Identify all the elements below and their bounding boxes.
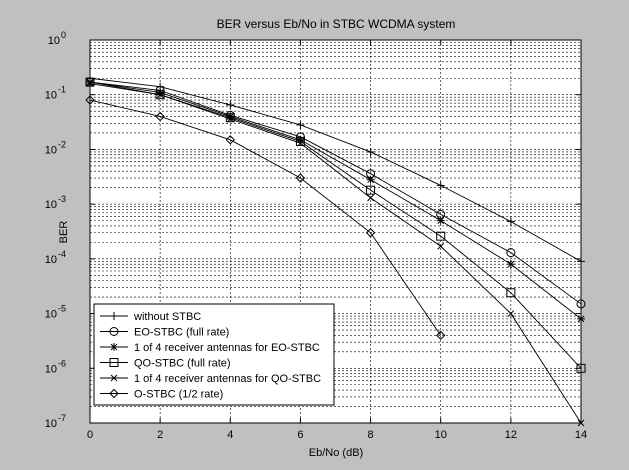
data-point <box>366 185 376 195</box>
data-point <box>156 91 164 99</box>
series-line <box>89 81 582 320</box>
series-line <box>89 99 442 336</box>
x-tick-label: 6 <box>297 429 303 441</box>
legend-marker <box>110 312 118 320</box>
series-line <box>89 83 582 424</box>
data-point <box>436 216 445 225</box>
data-point <box>576 363 586 373</box>
data-point <box>506 260 515 269</box>
x-tick-label: 4 <box>227 429 233 441</box>
data-point <box>577 257 585 266</box>
series-4 <box>86 80 585 427</box>
legend-item: QO-STBC (full rate) <box>100 358 231 370</box>
data-point <box>367 194 374 202</box>
legend-marker <box>110 343 118 351</box>
legend-marker <box>110 374 118 382</box>
series-layer <box>85 74 586 427</box>
x-tick-label: 14 <box>575 429 587 441</box>
data-point <box>506 248 516 258</box>
legend-item: 1 of 4 receiver antennas for QO-STBC <box>100 373 321 385</box>
data-point <box>506 217 515 226</box>
data-point <box>577 314 585 323</box>
data-point <box>296 120 305 129</box>
x-tick-label: 12 <box>505 429 517 441</box>
data-point <box>507 310 515 317</box>
legend: without STBC EO-STBC (full rate) 1 of 4 re… <box>93 303 335 406</box>
data-point <box>366 175 375 184</box>
data-point <box>85 77 95 87</box>
x-axis: 0 2 4 6 8 10 12 14 <box>87 40 587 441</box>
plot-frame <box>89 39 582 424</box>
legend-label: O-STBC (1/2 rate) <box>134 389 223 401</box>
series-5 <box>85 95 446 341</box>
data-point <box>576 299 586 309</box>
series-0 <box>86 74 585 266</box>
data-point <box>436 181 445 190</box>
legend-item: EO-STBC (full rate) <box>100 327 229 339</box>
y-axis-label: BER <box>58 221 70 244</box>
data-point <box>297 139 304 147</box>
x-tick-label: 0 <box>87 429 93 441</box>
data-point <box>437 242 445 250</box>
x-tick-label: 10 <box>435 429 447 441</box>
data-point <box>295 173 306 183</box>
data-point <box>226 100 235 109</box>
x-axis-label: Eb/No (dB) <box>309 447 363 459</box>
legend-marker <box>109 327 119 336</box>
data-point <box>155 90 165 100</box>
data-point <box>436 330 446 341</box>
data-point <box>86 80 94 87</box>
legend-label: 1 of 4 receiver antennas for QO-STBC <box>134 373 321 385</box>
legend-label: QO-STBC (full rate) <box>134 358 231 370</box>
legend-item: 1 of 4 receiver antennas for EO-STBC <box>100 342 320 354</box>
series-line <box>89 81 582 305</box>
data-point <box>226 115 234 123</box>
legend-box <box>93 303 335 406</box>
data-point <box>155 111 165 122</box>
legend-label: EO-STBC (full rate) <box>134 327 229 339</box>
legend-marker <box>109 358 119 367</box>
data-point <box>506 288 516 298</box>
data-point <box>85 95 95 105</box>
data-point <box>436 231 446 241</box>
data-point <box>577 419 585 427</box>
legend-label: without STBC <box>133 311 201 323</box>
x-tick-label: 2 <box>157 429 163 441</box>
legend-marker <box>109 388 119 399</box>
chart-title: BER versus Eb/No in STBC WCDMA system <box>217 17 456 31</box>
data-point <box>225 135 235 145</box>
data-point <box>366 147 375 156</box>
legend-label: 1 of 4 receiver antennas for EO-STBC <box>134 342 320 354</box>
x-tick-label: 8 <box>368 429 374 441</box>
data-point <box>365 228 376 238</box>
legend-item: without STBC <box>100 311 201 323</box>
series-line <box>89 77 582 262</box>
legend-item: O-STBC (1/2 rate) <box>100 389 223 401</box>
series-2 <box>86 78 585 323</box>
